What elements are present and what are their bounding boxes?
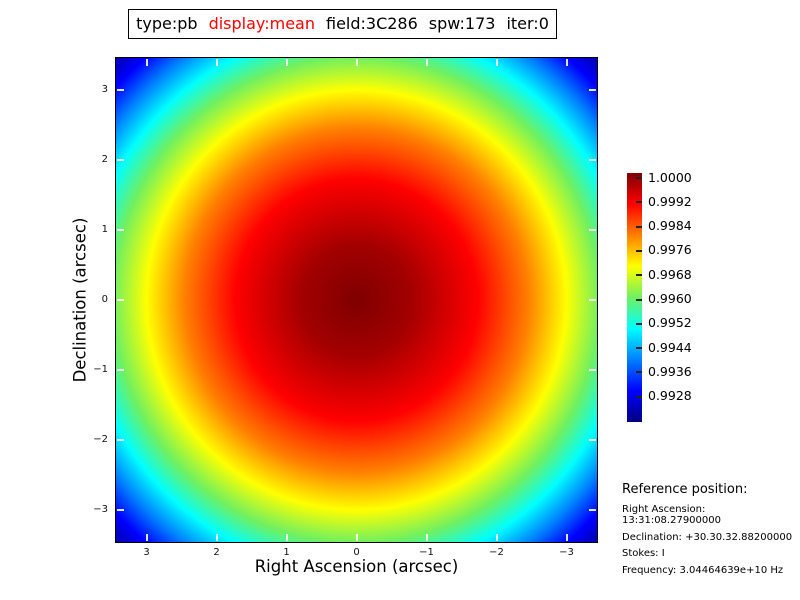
x-tick-mark [145,534,148,541]
title-segment: type:pb [136,14,198,33]
x-tick-mark [425,534,428,541]
y-tick-label: −2 [93,434,108,445]
colorbar-tick [636,274,642,277]
colorbar-label: 0.9952 [648,315,692,331]
colorbar-tick [636,371,642,374]
x-tick-label: −3 [559,547,574,558]
colorbar-tick [636,298,642,301]
y-tick-mark [589,369,596,371]
y-tick-mark [117,299,124,301]
x-tick-mark [355,59,358,66]
x-tick-mark [285,534,288,541]
x-tick-label: −1 [419,547,434,558]
x-tick-label: 1 [283,547,290,558]
x-tick-mark [565,534,568,541]
reference-line: Frequency: 3.04464639e+10 Hz [622,564,784,576]
x-tick-label: 3 [143,547,150,558]
colorbar-tick [636,249,642,252]
x-tick-mark [215,534,218,541]
reference-heading: Reference position: [622,482,748,497]
x-tick-mark [495,59,498,66]
x-tick-mark [215,59,218,66]
y-tick-mark [589,229,596,231]
y-tick-mark [589,509,596,511]
y-tick-mark [117,509,124,511]
reference-line: Stokes: I [622,548,665,559]
reference-block: Reference position: Right Ascension: 13:… [622,482,800,581]
title-segment: field:3C286 [325,14,418,33]
colorbar-label: 1.0000 [648,169,692,185]
y-tick-mark [117,439,124,441]
x-tick-label: −2 [489,547,504,558]
y-tick-mark [589,159,596,161]
colorbar-tick [636,347,642,350]
reference-line: Right Ascension: 13:31:08.27900000 [622,504,721,526]
colorbar-label: 0.9968 [648,266,692,282]
x-tick-mark [285,59,288,66]
y-tick-label: −3 [93,504,108,515]
x-axis-title: Right Ascension (arcsec) [254,557,459,576]
y-tick-mark [117,89,124,91]
colorbar-label: 0.9992 [648,193,692,209]
y-tick-label: 0 [101,294,108,305]
colorbar-tick [636,395,642,398]
reference-lines: Right Ascension: 13:31:08.27900000 Declin… [622,504,800,576]
colorbar-label: 0.9976 [648,242,692,258]
colorbar-label: 0.9936 [648,363,692,379]
y-tick-mark [117,159,124,161]
colorbar-label: 0.9960 [648,291,692,306]
y-tick-mark [589,299,596,301]
x-tick-mark [355,534,358,541]
plot-area [115,57,598,543]
y-tick-label: 2 [101,154,108,165]
colorbar-tick [636,201,642,204]
x-tick-mark [495,534,498,541]
y-tick-label: 1 [101,224,108,235]
y-tick-label: 3 [101,84,108,95]
colorbar-label: 0.9944 [648,339,692,355]
title-segment: spw:173 [428,14,496,33]
y-tick-mark [589,89,596,91]
x-tick-mark [425,59,428,66]
x-tick-label: 2 [213,547,220,558]
y-tick-mark [117,369,124,371]
x-tick-label: 0 [353,547,360,558]
title-segment: display:mean [208,14,315,33]
reference-line: Declination: +30.30.32.88200000 [622,531,793,543]
y-tick-label: −1 [93,364,108,375]
title-segment: iter:0 [506,14,549,33]
colorbar-label: 0.9928 [648,388,692,404]
colorbar-tick [636,322,642,325]
y-tick-mark [589,439,596,441]
title-box: type:pb display:mean field:3C286 spw:173 ite… [128,9,557,39]
x-tick-mark [145,59,148,66]
x-tick-mark [565,59,568,66]
colorbar-gradient [627,173,642,422]
y-tick-mark [117,229,124,231]
colorbar-tick [636,177,642,179]
colorbar-label: 0.9984 [648,218,692,234]
colorbar-tick [636,225,642,228]
